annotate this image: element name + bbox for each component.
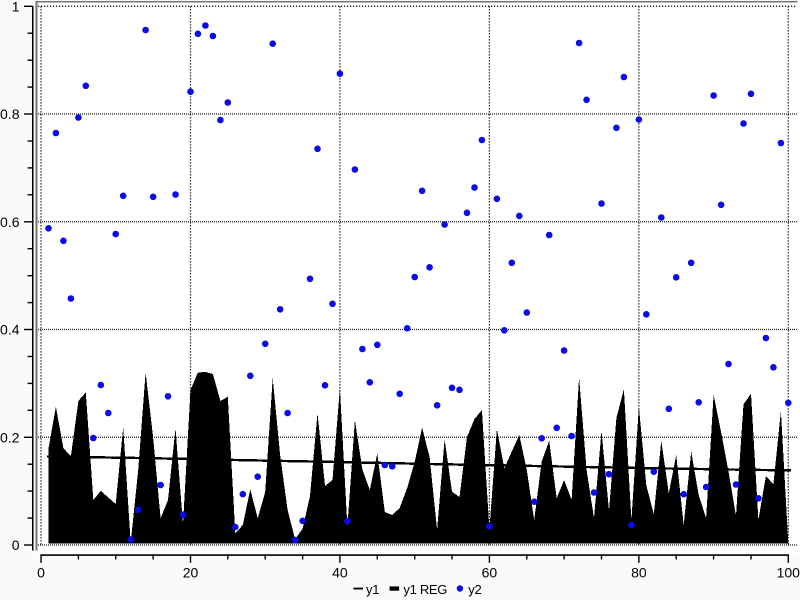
svg-text:0: 0 — [37, 565, 45, 581]
svg-text:0.4: 0.4 — [0, 322, 20, 338]
svg-text:y2: y2 — [468, 582, 481, 597]
svg-text:40: 40 — [332, 565, 348, 581]
svg-text:0.2: 0.2 — [0, 429, 20, 445]
svg-text:y1 REG: y1 REG — [403, 582, 447, 597]
svg-text:80: 80 — [631, 565, 647, 581]
svg-text:0: 0 — [12, 537, 20, 553]
svg-text:y1: y1 — [366, 582, 379, 597]
svg-text:1: 1 — [12, 0, 20, 14]
svg-text:100: 100 — [777, 565, 800, 581]
svg-text:60: 60 — [482, 565, 498, 581]
svg-text:0.8: 0.8 — [0, 106, 20, 122]
svg-text:0.6: 0.6 — [0, 214, 20, 230]
svg-text:20: 20 — [183, 565, 199, 581]
